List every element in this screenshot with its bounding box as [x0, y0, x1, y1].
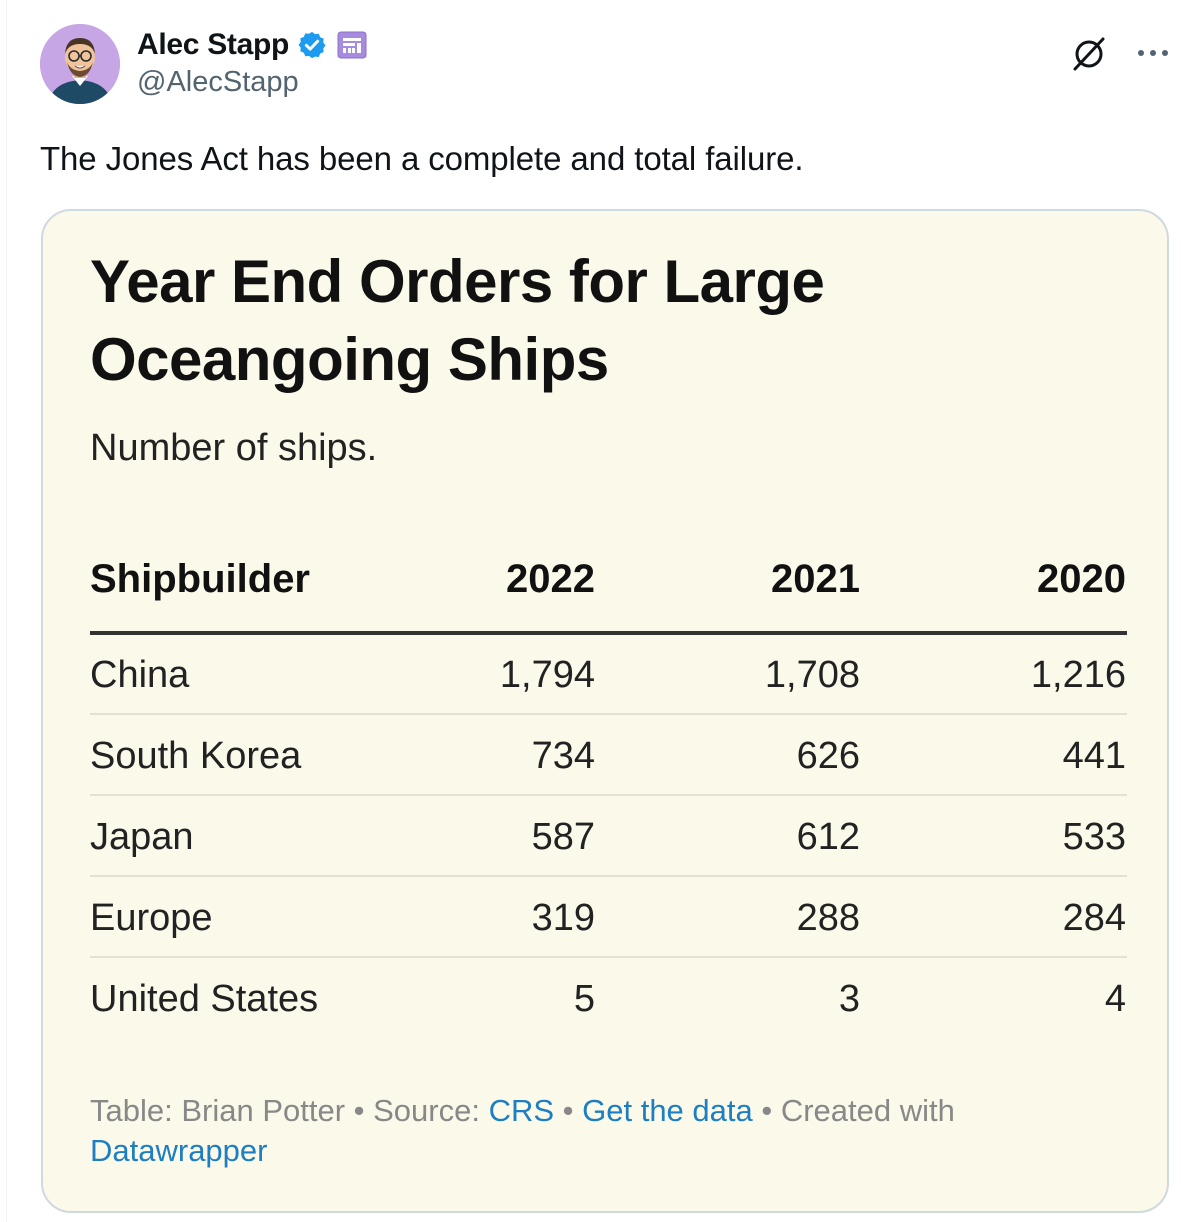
verified-badge-icon[interactable]	[297, 30, 327, 60]
table-header: Shipbuilder 2022 2021 2020	[90, 557, 1127, 607]
table-credit: Table: Brian Potter	[90, 1093, 346, 1128]
table-row: Europe 319 288 284	[90, 878, 1127, 958]
row-label: Europe	[90, 897, 213, 939]
footer-separator: •	[345, 1093, 374, 1128]
table-row: China 1,794 1,708 1,216	[90, 635, 1127, 715]
table-cell: 1,794	[499, 654, 595, 696]
chart-subtitle: Number of ships.	[90, 427, 378, 469]
table-cell: 612	[796, 816, 860, 858]
table-cell: 319	[531, 897, 595, 939]
row-divider	[90, 956, 1127, 958]
chart-footer: Table: Brian Potter • Source: CRS • Get …	[90, 1091, 1090, 1171]
table-cell: 1,708	[764, 654, 860, 696]
more-options-icon	[1138, 50, 1168, 56]
table-cell: 5	[573, 978, 595, 1020]
table-row: United States 5 3 4	[90, 959, 1127, 1039]
header-divider	[90, 631, 1127, 635]
table-cell: 1,216	[1030, 654, 1126, 696]
tweet-text: The Jones Act has been a complete and to…	[40, 140, 804, 177]
embedded-table-card[interactable]: Year End Orders for Large Oceangoing Shi…	[41, 209, 1169, 1213]
row-label: United States	[90, 978, 319, 1020]
author-name[interactable]: Alec Stapp	[137, 28, 290, 61]
get-data-link[interactable]: Get the data	[582, 1093, 753, 1128]
table-cell: 3	[838, 978, 860, 1020]
table-cell: 587	[531, 816, 595, 858]
table-cell: 284	[1062, 897, 1126, 939]
row-divider	[90, 875, 1127, 877]
grok-icon	[1073, 37, 1105, 71]
timeline-border	[6, 0, 7, 1222]
created-with-label: Created with	[780, 1093, 955, 1128]
column-header-shipbuilder: Shipbuilder	[90, 557, 310, 601]
avatar-illustration	[40, 24, 120, 104]
affiliate-badge-icon[interactable]	[337, 31, 367, 59]
more-options-button[interactable]	[1130, 30, 1176, 76]
author-name-row[interactable]: Alec Stapp	[137, 28, 367, 62]
row-divider	[90, 713, 1127, 715]
grok-button[interactable]	[1066, 30, 1112, 76]
column-header-2021: 2021	[771, 557, 860, 601]
table-cell: 288	[796, 897, 860, 939]
table-cell: 533	[1062, 816, 1126, 858]
row-label: Japan	[90, 816, 194, 858]
author-handle[interactable]: @AlecStapp	[137, 66, 299, 98]
avatar[interactable]	[40, 24, 120, 104]
table-row: South Korea 734 626 441	[90, 716, 1127, 796]
chart-title: Year End Orders for Large Oceangoing Shi…	[90, 248, 825, 393]
row-divider	[90, 794, 1127, 796]
row-label: China	[90, 654, 190, 696]
column-header-2020: 2020	[1037, 557, 1126, 601]
table-cell: 4	[1104, 978, 1126, 1020]
table-cell: 734	[531, 735, 595, 777]
column-header-2022: 2022	[506, 557, 595, 601]
footer-separator: •	[554, 1093, 583, 1128]
table-row: Japan 587 612 533	[90, 797, 1127, 877]
source-label: Source:	[373, 1093, 489, 1128]
source-link[interactable]: CRS	[488, 1093, 555, 1128]
table-cell: 626	[796, 735, 860, 777]
datawrapper-link[interactable]: Datawrapper	[90, 1133, 268, 1168]
footer-separator: •	[752, 1093, 781, 1128]
row-label: South Korea	[90, 735, 302, 777]
table-cell: 441	[1062, 735, 1126, 777]
